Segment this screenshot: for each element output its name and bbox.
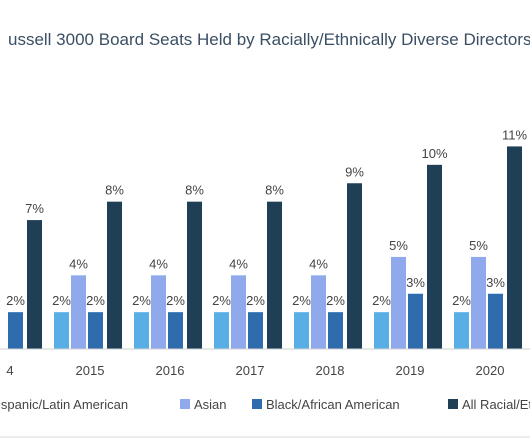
bar-2020-series-0 — [454, 312, 469, 349]
bars-layer — [8, 146, 522, 349]
data-label-2017-series-0: 2% — [212, 293, 231, 308]
bar-2017-series-1 — [231, 275, 246, 349]
bar-2017-series-2 — [248, 312, 263, 349]
bar-2016-series-3 — [187, 201, 202, 349]
data-label-2018-series-3: 9% — [345, 164, 364, 179]
legend-swatch-3 — [448, 399, 458, 409]
bar-2019-series-2 — [408, 293, 423, 349]
x-tick-4: 4 — [6, 363, 13, 378]
data-label-2019-series-0: 2% — [372, 293, 391, 308]
bar-4-series-3 — [27, 220, 42, 349]
bar-2016-series-0 — [134, 312, 149, 349]
data-label-2016-series-2: 2% — [166, 293, 185, 308]
data-label-2019-series-3: 10% — [421, 146, 447, 161]
bar-2017-series-3 — [267, 201, 282, 349]
x-tick-2017: 2017 — [236, 363, 265, 378]
bar-2019-series-1 — [391, 256, 406, 349]
bar-2015-series-3 — [107, 201, 122, 349]
bar-2015-series-2 — [88, 312, 103, 349]
data-label-2019-series-1: 5% — [389, 238, 408, 253]
bar-2020-series-1 — [471, 256, 486, 349]
bar-2018-series-2 — [328, 312, 343, 349]
legend-label-0: ispanic/Latin American — [0, 397, 128, 412]
bar-2019-series-3 — [427, 164, 442, 349]
bar-2018-series-3 — [347, 183, 362, 349]
bar-2019-series-0 — [374, 312, 389, 349]
data-label-2018-series-0: 2% — [292, 293, 311, 308]
legend-swatch-2 — [252, 399, 262, 409]
data-label-2020-series-2: 3% — [486, 275, 505, 290]
data-label-4-series-3: 7% — [25, 201, 44, 216]
data-labels-layer: 2% 7% 2% 4% 2% 8% 2% 4% 2% 8% 2% 4% 2% 8% 2% 4% 2% 9% 2% 5%… — [6, 127, 527, 308]
data-label-2017-series-3: 8% — [265, 183, 284, 198]
x-tick-2015: 2015 — [76, 363, 105, 378]
legend-label-3: All Racial/Et — [462, 397, 530, 412]
data-label-2015-series-2: 2% — [86, 293, 105, 308]
x-tick-labels: 4 2015 2016 2017 2018 2019 2020 — [6, 363, 504, 378]
x-tick-2019: 2019 — [396, 363, 425, 378]
data-label-2015-series-1: 4% — [69, 256, 88, 271]
x-tick-2020: 2020 — [476, 363, 505, 378]
data-label-2015-series-3: 8% — [105, 183, 124, 198]
bar-2015-series-1 — [71, 275, 86, 349]
x-tick-2018: 2018 — [316, 363, 345, 378]
bar-2020-series-2 — [488, 293, 503, 349]
data-label-2020-series-3: 11% — [502, 127, 527, 142]
legend-label-2: Black/African American — [266, 397, 400, 412]
x-tick-2016: 2016 — [156, 363, 185, 378]
data-label-2018-series-2: 2% — [326, 293, 345, 308]
data-label-2020-series-0: 2% — [452, 293, 471, 308]
chart-title: ussell 3000 Board Seats Held by Racially… — [8, 30, 530, 49]
legend-swatch-1 — [180, 399, 190, 409]
bar-2016-series-1 — [151, 275, 166, 349]
legend-label-1: Asian — [194, 397, 227, 412]
bar-2015-series-0 — [54, 312, 69, 349]
bar-2016-series-2 — [168, 312, 183, 349]
bar-2018-series-0 — [294, 312, 309, 349]
data-label-2016-series-3: 8% — [185, 183, 204, 198]
bar-2020-series-3 — [507, 146, 522, 349]
data-label-2017-series-1: 4% — [229, 256, 248, 271]
data-label-4-series-2: 2% — [6, 293, 25, 308]
data-label-2017-series-2: 2% — [246, 293, 265, 308]
legend: ispanic/Latin American Asian Black/African… — [0, 397, 530, 412]
data-label-2016-series-1: 4% — [149, 256, 168, 271]
bar-2018-series-1 — [311, 275, 326, 349]
bar-4-series-2 — [8, 312, 23, 349]
data-label-2015-series-0: 2% — [52, 293, 71, 308]
data-label-2016-series-0: 2% — [132, 293, 151, 308]
bar-2017-series-0 — [214, 312, 229, 349]
data-label-2020-series-1: 5% — [469, 238, 488, 253]
data-label-2018-series-1: 4% — [309, 256, 328, 271]
data-label-2019-series-2: 3% — [406, 275, 425, 290]
